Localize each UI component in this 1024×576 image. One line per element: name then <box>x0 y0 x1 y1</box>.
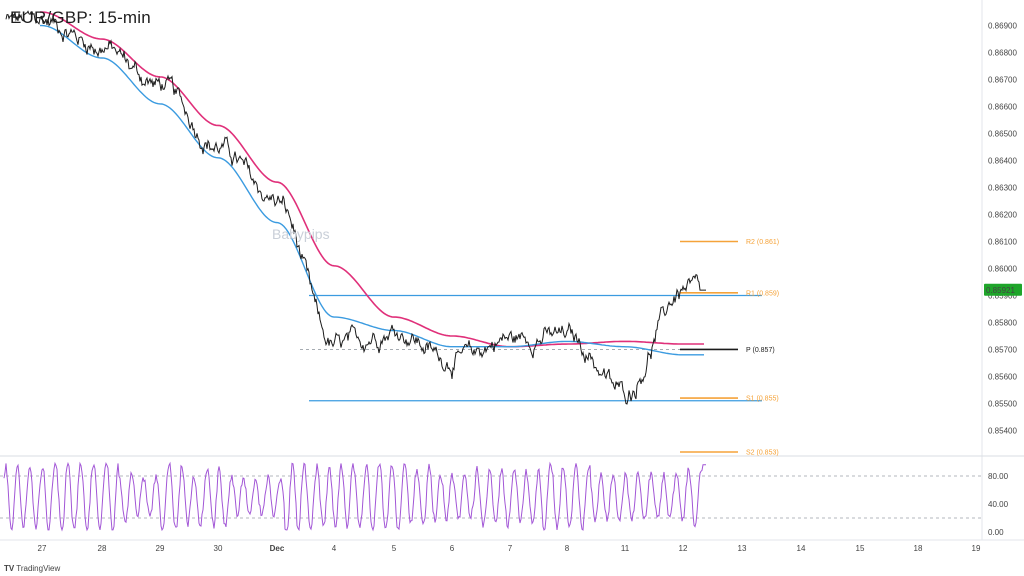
oscillator-line <box>3 461 706 532</box>
pivot-levels: R2 (0.861) R1 (0.859) P (0.857) S1 (0.855) S… <box>300 239 779 457</box>
x-tick-label: 18 <box>914 544 923 553</box>
pivot-level-label: R2 (0.861) <box>746 239 779 246</box>
x-tick-label: 14 <box>797 544 806 553</box>
osc-tick-label: 0.00 <box>988 528 1004 537</box>
y-tick-label: 0.85500 <box>988 399 1017 408</box>
y-tick-label: 0.86500 <box>988 130 1017 139</box>
x-tick-label: 5 <box>392 544 397 553</box>
x-tick-label: 8 <box>565 544 570 553</box>
y-tick-label: 0.86600 <box>988 103 1017 112</box>
y-tick-label: 0.86200 <box>988 211 1017 220</box>
y-tick-label: 0.85600 <box>988 372 1017 381</box>
x-tick-label: 30 <box>214 544 223 553</box>
x-tick-label: 28 <box>98 544 107 553</box>
x-tick-label: 27 <box>38 544 47 553</box>
y-tick-label: 0.86100 <box>988 237 1017 246</box>
x-tick-label: 13 <box>738 544 747 553</box>
x-tick-label: 29 <box>156 544 165 553</box>
y-tick-label: 0.85900 <box>988 291 1017 300</box>
x-tick-label: 4 <box>332 544 337 553</box>
pivot-level-label: P (0.857) <box>746 347 775 354</box>
y-tick-label: 0.85400 <box>988 426 1017 435</box>
y-tick-label: 0.86000 <box>988 264 1017 273</box>
y-tick-label: 0.86300 <box>988 184 1017 193</box>
y-tick-label: 0.86400 <box>988 157 1017 166</box>
price-axis[interactable]: 0.86900 0.86800 0.86700 0.86600 0.86500 0.864… <box>988 22 1017 436</box>
range-box <box>309 294 762 402</box>
x-tick-label: 6 <box>450 544 455 553</box>
y-tick-label: 0.86700 <box>988 76 1017 85</box>
oscillator-axis: 80.00 40.00 0.00 <box>988 472 1009 537</box>
y-tick-label: 0.86800 <box>988 49 1017 58</box>
last-price-badge: 0.85921 <box>984 283 1022 296</box>
x-tick-label: 15 <box>856 544 865 553</box>
pivot-level-label: S2 (0.853) <box>746 450 779 457</box>
x-tick-label: 7 <box>508 544 513 553</box>
y-tick-label: 0.85800 <box>988 318 1017 327</box>
pivot-level-label: R1 (0.859) <box>746 290 779 297</box>
tradingview-logo-icon: TV <box>4 564 15 573</box>
oscillator-pane <box>0 461 982 532</box>
y-tick-label: 0.85700 <box>988 345 1017 354</box>
osc-tick-label: 40.00 <box>988 500 1009 509</box>
watermark: Babypips <box>272 226 330 242</box>
last-price-label: 0.85921 <box>986 286 1015 295</box>
osc-tick-label: 80.00 <box>988 472 1009 481</box>
tradingview-logo-text: TradingView <box>16 564 61 573</box>
x-tick-label: 19 <box>972 544 981 553</box>
ema-fast-line <box>40 24 704 356</box>
last-price-bg <box>984 283 1022 296</box>
price-line <box>5 10 706 405</box>
x-tick-label: 11 <box>621 544 630 553</box>
tradingview-logo[interactable]: TV TradingView <box>4 564 60 573</box>
x-tick-label: Dec <box>270 544 285 553</box>
ema-slow-line <box>40 11 704 348</box>
y-tick-label: 0.86900 <box>988 22 1017 31</box>
x-tick-label: 12 <box>679 544 688 553</box>
pivot-level-label: S1 (0.855) <box>746 396 779 403</box>
time-axis[interactable]: 27 28 29 30 Dec 4 5 6 7 8 11 12 13 14 15 18 19 <box>38 544 981 553</box>
chart-title: EUR/GBP: 15-min <box>10 8 151 27</box>
